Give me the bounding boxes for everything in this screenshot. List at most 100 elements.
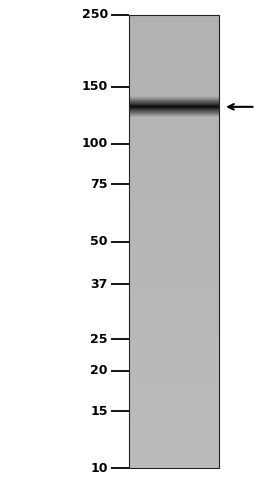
Bar [129,74,219,78]
Bar [129,201,219,205]
Text: 15: 15 [90,405,108,418]
Bar [129,283,219,287]
Bar [129,441,219,446]
Bar [129,105,219,110]
Bar [129,291,219,296]
Bar [129,155,219,160]
Text: 75: 75 [90,178,108,191]
Bar [129,273,219,278]
Bar [129,119,219,123]
Text: 20: 20 [90,364,108,377]
Bar [129,346,219,350]
Bar [129,174,219,178]
Bar [129,24,219,28]
Bar [129,146,219,151]
Text: 150: 150 [82,80,108,93]
Bar [129,123,219,128]
Bar [129,46,219,51]
Bar [129,246,219,251]
Bar [129,373,219,378]
Bar [129,287,219,291]
Bar [129,459,219,464]
Bar [129,214,219,219]
Bar [129,260,219,264]
Bar [129,269,219,273]
Bar [129,237,219,242]
Bar [129,387,219,391]
Bar [129,160,219,164]
Bar [129,115,219,119]
Bar [129,192,219,196]
Bar [129,219,219,224]
Bar [129,82,219,87]
Bar [129,364,219,368]
Bar [129,51,219,56]
Bar [129,33,219,37]
Bar [129,187,219,192]
Bar [129,437,219,441]
Bar [129,205,219,210]
Bar [129,264,219,269]
Bar [129,255,219,260]
Bar [129,301,219,305]
Bar [129,323,219,328]
Bar [129,178,219,183]
Bar [129,455,219,459]
Bar [129,450,219,455]
Bar [129,128,219,133]
Bar [129,446,219,450]
Bar [129,92,219,96]
Text: 100: 100 [82,137,108,150]
Bar [129,328,219,332]
Bar [129,101,219,105]
Bar [129,164,219,169]
Bar [129,409,219,414]
Bar [129,368,219,373]
Bar [129,319,219,323]
Bar [129,183,219,187]
Bar [129,56,219,60]
Bar [129,296,219,301]
Bar [129,15,219,468]
Bar [129,87,219,92]
Bar [129,251,219,255]
Bar [129,242,219,246]
Bar [129,224,219,228]
Bar [129,432,219,437]
Bar [129,15,219,468]
Bar [129,60,219,64]
Bar [129,28,219,33]
Bar [129,169,219,174]
Bar [129,309,219,314]
Bar [129,423,219,427]
Text: 250: 250 [82,8,108,21]
Bar [129,232,219,237]
Bar [129,414,219,419]
Bar [129,19,219,24]
Bar [129,69,219,74]
Bar [129,15,219,19]
Bar [129,314,219,319]
Bar [129,405,219,409]
Bar [129,64,219,69]
Bar [129,210,219,214]
Bar [129,419,219,423]
Bar [129,42,219,46]
Bar [129,342,219,346]
Bar [129,396,219,400]
Bar [129,142,219,146]
Bar [129,151,219,155]
Bar [129,278,219,283]
Text: 10: 10 [90,462,108,475]
Bar [129,133,219,137]
Text: 50: 50 [90,235,108,248]
Bar [129,38,219,42]
Bar [129,332,219,337]
Bar [129,400,219,405]
Bar [129,337,219,342]
Bar [129,196,219,201]
Bar [129,382,219,387]
Bar [129,391,219,396]
Bar [129,137,219,142]
Bar [129,305,219,310]
